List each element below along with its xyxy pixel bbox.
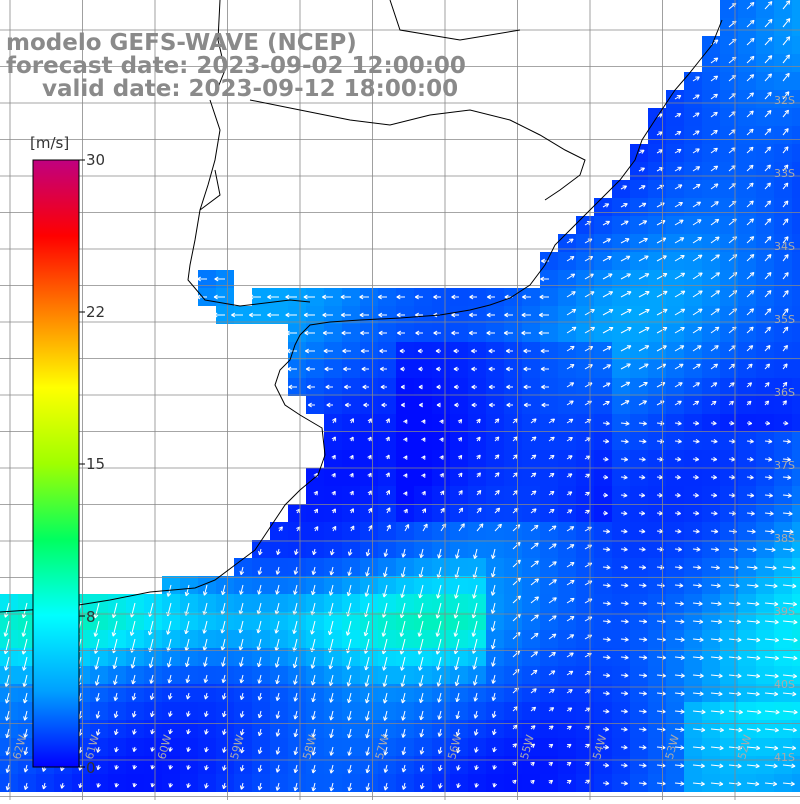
arrow-head [716,291,720,292]
arrow-head [533,670,537,671]
lat-label: 38S [774,532,795,545]
field-cell [792,72,800,90]
arrow-head [532,419,536,420]
forecast-date: forecast date: 2023-09-02 12:00:00 [6,55,466,78]
lat-label: 37S [774,459,795,472]
arrow-head [535,561,539,562]
field-cell [792,342,800,360]
field-cell [792,576,800,594]
arrow-head [534,525,538,526]
arrow-head [715,327,719,328]
arrow-head [715,237,719,238]
lat-label: 35S [774,313,795,326]
arrow-head [714,166,718,167]
field-cell [792,414,800,432]
arrow-head [712,401,716,402]
valid-date: valid date: 2023-09-12 18:00:00 [42,78,458,101]
arrow-head [535,597,539,598]
field-cell [792,504,800,522]
field-cell [792,486,800,504]
field-cell [792,288,800,306]
field-cell [792,180,800,198]
colorbar-tick-30: 30 [86,151,105,169]
lat-label: 34S [774,240,795,253]
colorbar [33,160,79,767]
field-cell [792,720,800,738]
field-cell [792,198,800,216]
arrow-head [531,726,535,727]
arrow-head [713,383,717,384]
colorbar-tick-8: 8 [86,608,96,626]
arrow-head [535,579,539,580]
field-cell [792,18,800,36]
arrow-head [714,202,718,203]
field-cell [792,432,800,450]
arrow-head [532,437,536,438]
arrow-head [713,130,717,131]
lat-label: 39S [774,605,795,618]
arrow-head [714,346,718,347]
arrow-head [532,491,536,492]
arrow-head [534,543,538,544]
arrow-head [714,364,718,365]
arrow-head [530,762,534,763]
lat-label: 33S [774,167,795,180]
arrow-head [714,184,718,185]
field-cell [792,126,800,144]
colorbar-tick-22: 22 [86,303,105,321]
arrow-head [534,633,538,634]
lat-label: 40S [774,678,795,691]
lat-label: 32S [774,94,795,107]
lat-label: 36S [774,386,795,399]
colorbar-tick-15: 15 [86,455,105,473]
field-cell [792,144,800,162]
arrow-head [715,255,719,256]
arrow-head [715,219,719,220]
map-title: modelo GEFS-WAVE (NCEP) [6,32,357,55]
arrow-head [713,112,717,113]
arrow-head [714,76,718,77]
arrow-head [532,509,536,510]
arrow-head [532,707,536,708]
field-cell [792,324,800,342]
arrow-head [715,309,719,310]
colorbar-unit: [m/s] [30,134,69,152]
field-cell [792,0,800,18]
arrow-head [530,780,534,781]
field-cell [792,108,800,126]
field-cell [792,54,800,72]
arrow-head [532,455,536,456]
lat-label: 41S [774,751,795,764]
arrow-head [716,273,720,274]
arrow-head [532,473,536,474]
arrow-head [714,94,718,95]
field-cell [792,360,800,378]
field-cell [792,216,800,234]
arrow-head [713,148,717,149]
arrow-head [532,689,536,690]
colorbar-tick-0: 0 [86,759,96,777]
arrow-head [534,615,538,616]
field-cell [792,36,800,54]
arrow-head [534,652,538,653]
field-cell [792,252,800,270]
arrow-head [714,58,718,59]
